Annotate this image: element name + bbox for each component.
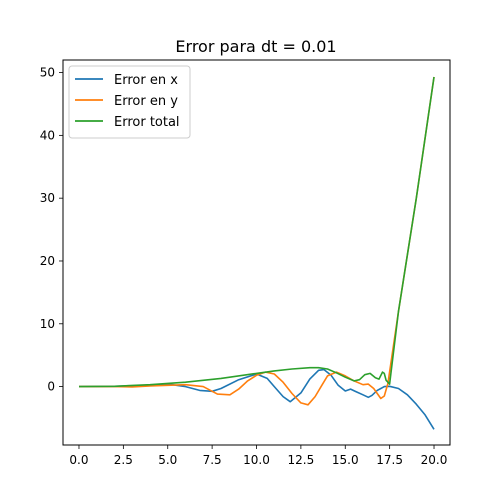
x-axis: 0.0 2.5 5.0 7.5 10.0 12.5 15.0 17.5 20.0 <box>69 445 447 467</box>
y-tick-label: 0 <box>47 380 55 394</box>
legend-items: Error en x Error en y Error total <box>75 73 180 130</box>
y-tick-label: 50 <box>40 66 55 80</box>
x-tick-label: 20.0 <box>421 453 448 467</box>
legend-label: Error en y <box>114 94 178 109</box>
x-tick-label: 10.0 <box>243 453 270 467</box>
series-line-error-en-y <box>79 76 435 406</box>
x-tick-label: 2.5 <box>114 453 133 467</box>
x-tick-label: 15.0 <box>332 453 359 467</box>
x-tick-label: 17.5 <box>376 453 403 467</box>
x-tick-label: 12.5 <box>288 453 315 467</box>
x-tick-label: 5.0 <box>158 453 177 467</box>
legend: Error en x Error en y Error total <box>68 65 191 139</box>
series-line-error-total <box>78 76 435 388</box>
legend-label: Error en x <box>114 73 178 88</box>
chart-title: Error para dt = 0.01 <box>175 37 336 56</box>
x-tick-label: 7.5 <box>203 453 222 467</box>
y-tick-label: 30 <box>40 191 55 205</box>
x-tick-label: 0.0 <box>69 453 88 467</box>
legend-box <box>68 65 191 139</box>
series-layer <box>78 76 435 430</box>
y-tick-label: 20 <box>40 254 55 268</box>
y-tick-label: 40 <box>40 128 55 142</box>
legend-label: Error total <box>114 115 180 130</box>
y-tick-label: 10 <box>40 317 55 331</box>
y-axis: 0 10 20 30 40 50 <box>40 66 63 394</box>
series-line-error-en-x <box>78 368 435 430</box>
